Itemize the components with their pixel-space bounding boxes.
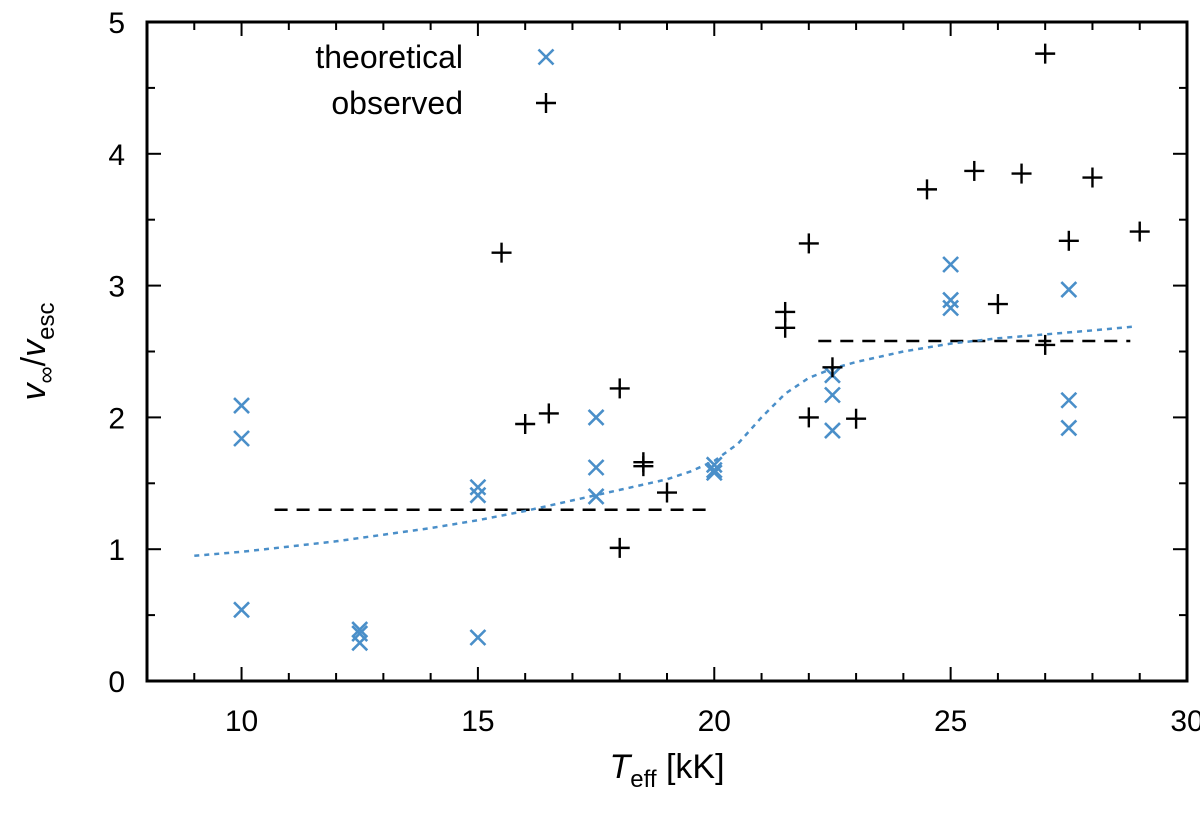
- theoretical-point: [705, 464, 723, 482]
- y-tick-label: 0: [108, 666, 125, 699]
- x-tick-label: 15: [461, 705, 494, 738]
- observed-point: [538, 403, 559, 424]
- theoretical-point: [942, 256, 960, 273]
- legend-label-theoretical: theoretical: [315, 39, 463, 75]
- x-tick-label: 25: [934, 705, 967, 738]
- observed-point: [1011, 163, 1032, 184]
- observed-point: [917, 179, 937, 200]
- theoretical-point: [1060, 281, 1078, 298]
- observed-point: [798, 407, 819, 428]
- theoretical-point: [942, 291, 960, 309]
- y-tick-label: 4: [108, 139, 125, 172]
- theoretical-point: [469, 629, 487, 646]
- theoretical-point: [705, 456, 723, 474]
- theoretical-point: [469, 478, 487, 496]
- theoretical-point: [351, 634, 369, 652]
- legend-marker-glyph: [536, 93, 556, 113]
- legend-marker-glyph: [537, 48, 555, 66]
- theoretical-point: [1060, 419, 1078, 437]
- y-axis-label-den: v: [15, 338, 53, 357]
- observed-point: [846, 408, 867, 429]
- observed-point: [987, 294, 1008, 315]
- observed-point: [775, 317, 796, 338]
- observed-point: [657, 482, 677, 503]
- theoretical-point: [233, 430, 250, 447]
- x-tick-label: 10: [225, 705, 258, 738]
- observed-point: [609, 537, 630, 558]
- observed-point: [515, 413, 536, 434]
- theoretical-point: [824, 422, 841, 439]
- observed-point: [1129, 221, 1150, 242]
- fit-curve: [194, 325, 1136, 558]
- observed-point: [1035, 334, 1056, 355]
- y-tick-label: 2: [108, 402, 125, 435]
- x-axis-label-var: T: [609, 748, 632, 786]
- observed-point: [491, 242, 512, 263]
- legend: theoretical observed: [315, 39, 556, 121]
- y-axis-label-sep: /: [15, 356, 53, 366]
- legend-label-observed: observed: [331, 85, 463, 121]
- theoretical-point: [233, 601, 250, 619]
- plot-frame: [145, 20, 1189, 683]
- x-axis-label-sub: eff: [630, 766, 657, 793]
- chart-ticks: 10 15 20 25 30 0 1 2 3 4 5: [108, 7, 1200, 738]
- y-axis-label-num-sub: ∞: [33, 366, 60, 383]
- chart-lines: [194, 325, 1136, 558]
- legend-marker-theoretical: [537, 48, 555, 66]
- observed-point: [822, 357, 843, 378]
- observed-point: [609, 378, 630, 399]
- chart-points: [233, 43, 1150, 652]
- x-tick-label: 20: [698, 705, 731, 738]
- x-axis-label: Teff [kK]: [609, 748, 724, 793]
- theoretical-point: [942, 299, 960, 317]
- observed-point: [964, 160, 985, 181]
- theoretical-point: [587, 408, 605, 426]
- observed-point: [1035, 43, 1056, 64]
- x-axis-label-unit: [kK]: [657, 748, 725, 786]
- observed-point: [1082, 167, 1103, 188]
- theoretical-point: [587, 488, 605, 505]
- y-tick-label: 3: [108, 271, 125, 304]
- x-tick-label: 30: [1170, 705, 1200, 738]
- theoretical-point: [469, 486, 487, 504]
- observed-point: [633, 456, 654, 477]
- theoretical-point: [1060, 391, 1078, 409]
- y-axis-label: v∞/vesc: [15, 303, 60, 401]
- observed-point: [798, 233, 819, 254]
- theoretical-point: [587, 459, 605, 476]
- theoretical-point: [705, 461, 723, 479]
- y-tick-label: 1: [108, 534, 125, 567]
- y-tick-label: 5: [108, 7, 125, 40]
- legend-marker-observed: [536, 93, 556, 113]
- theoretical-point: [351, 621, 369, 639]
- y-axis-label-num: v: [15, 381, 53, 400]
- observed-point: [1058, 230, 1079, 251]
- theoretical-point: [824, 386, 841, 404]
- y-axis-label-den-sub: esc: [33, 303, 60, 340]
- theoretical-point: [233, 397, 250, 414]
